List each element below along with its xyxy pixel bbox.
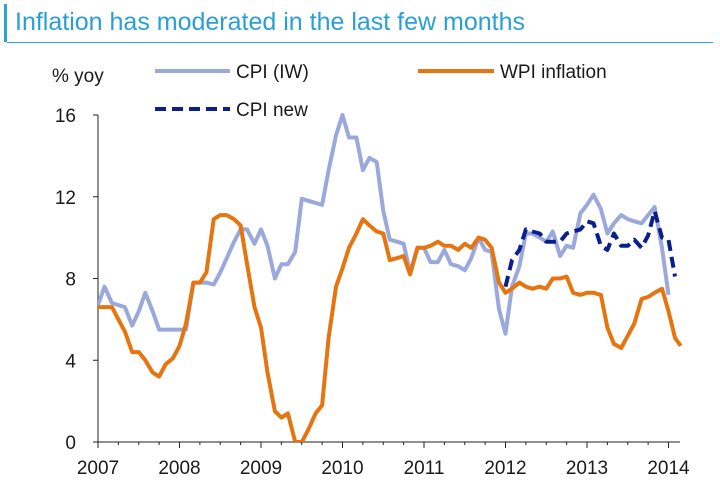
chart-title: Inflation has moderated in the last few … xyxy=(15,8,526,36)
y-tick-label: 0 xyxy=(65,433,76,454)
x-tick-label: 2014 xyxy=(647,458,690,479)
x-tick-label: 2007 xyxy=(77,458,119,479)
x-tick-label: 2010 xyxy=(321,458,363,479)
legend-label-wpi-inflation: WPI inflation xyxy=(500,62,607,83)
y-tick-label: 16 xyxy=(55,106,76,127)
title-bar: Inflation has moderated in the last few … xyxy=(4,4,713,43)
series-line-cpi-iw xyxy=(98,113,671,336)
legend-label-cpi-iw: CPI (IW) xyxy=(236,62,309,83)
y-tick-label: 12 xyxy=(55,188,76,209)
y-tick-label: 4 xyxy=(65,351,76,372)
series-line-cpi-new xyxy=(503,209,677,288)
x-tick-label: 2011 xyxy=(404,458,445,479)
series-lines xyxy=(98,113,683,442)
legend-label-cpi-new: CPI new xyxy=(236,100,308,121)
x-tick-label: 2012 xyxy=(484,458,526,479)
y-tick-label: 8 xyxy=(65,270,76,291)
series-line-wpi-inflation xyxy=(98,213,683,442)
x-tick-label: 2008 xyxy=(158,458,200,479)
y-axis-label: % yoy xyxy=(52,66,104,87)
axes: 0 4 8 12 16 2007 2008 2009 2010 2011 2012 2013 2014 xyxy=(55,106,690,479)
x-tick-label: 2009 xyxy=(240,458,282,479)
x-tick-label: 2013 xyxy=(566,458,608,479)
title-underline xyxy=(7,42,713,43)
legend: CPI (IW) WPI inflation CPI new xyxy=(155,62,607,121)
